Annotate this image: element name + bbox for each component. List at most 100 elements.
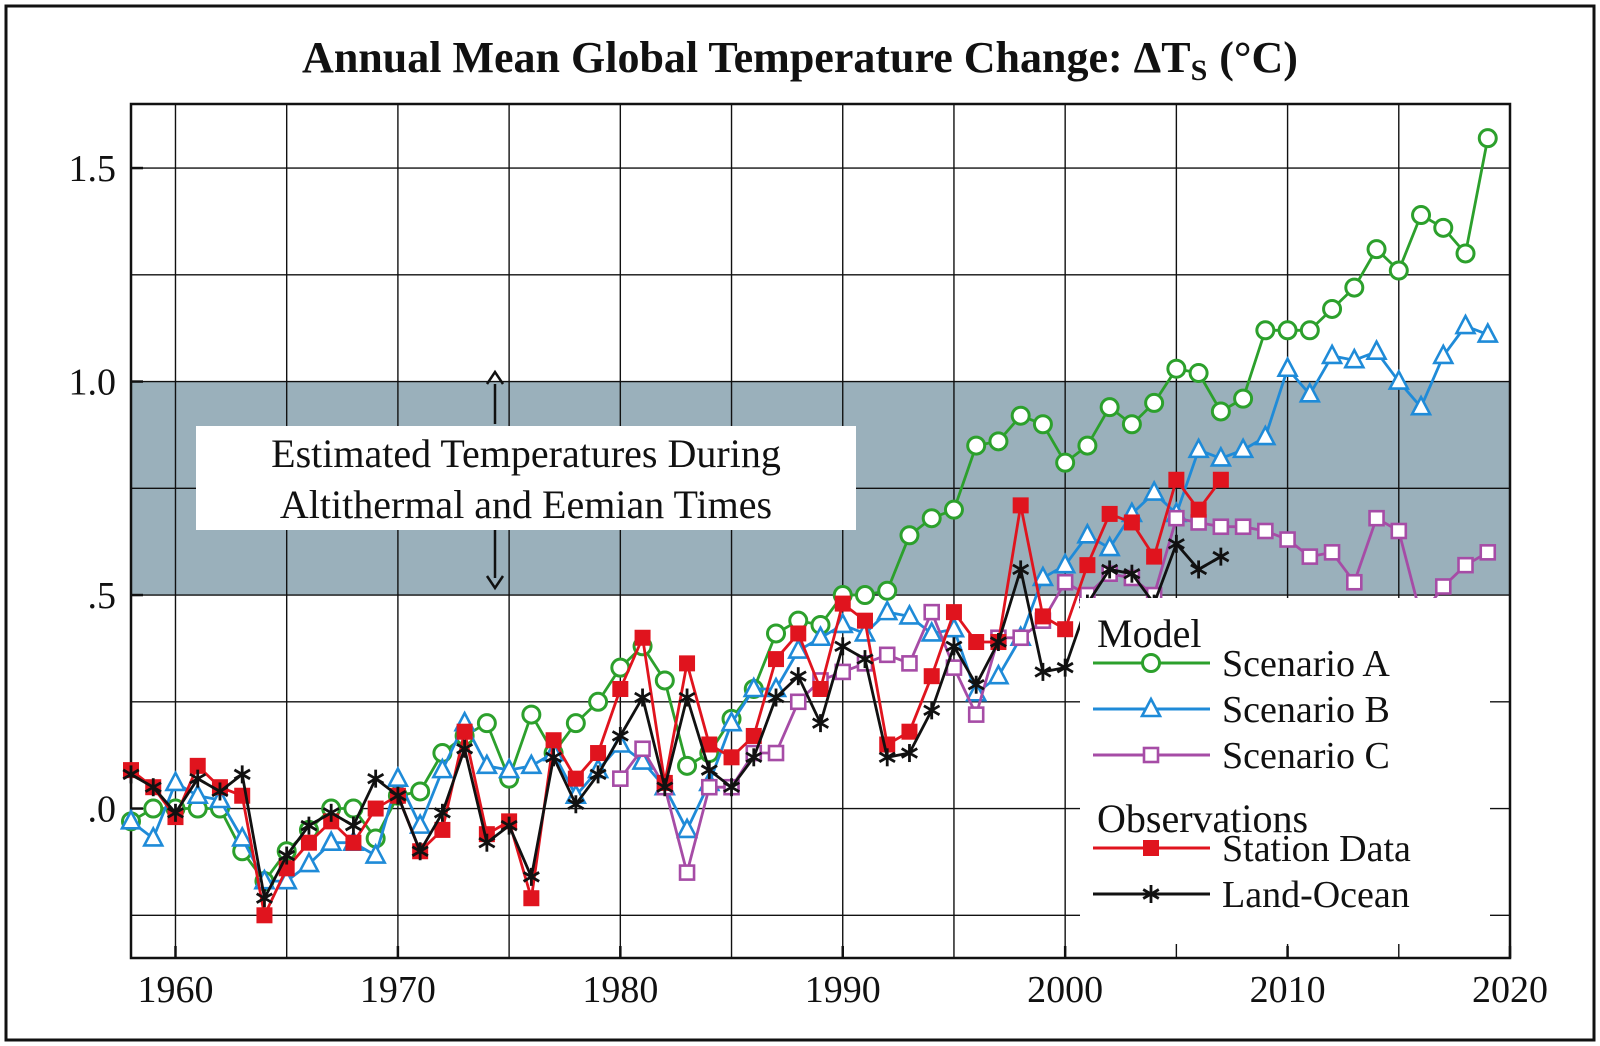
scenario-b-point [809,624,832,647]
land-ocean-point [1034,662,1052,681]
land-ocean-point [767,688,785,707]
land-ocean-point [500,816,518,835]
land-ocean-point [1212,547,1230,566]
land-ocean-point [1190,560,1208,579]
scenario-a-point [410,781,431,802]
scenario-a-point [1032,414,1053,435]
x-tick-label: 2000 [1027,969,1103,1011]
land-ocean-point [166,803,184,822]
scenario-b-point [1320,343,1344,365]
scenario-c-point [878,646,896,664]
asterisk-stroke [1142,888,1160,900]
station-data-point [434,821,451,838]
scenario-b-point [231,825,254,847]
scenario-b-point [164,770,187,792]
series-layer [119,128,1499,924]
scenario-c-point [1012,629,1029,647]
land-ocean-point [878,748,896,767]
station-data-point [679,655,696,672]
scenario-b-point [720,710,743,732]
asterisk-stroke [945,640,963,653]
x-tick-label: 1960 [137,969,213,1011]
series-land-ocean [122,534,1230,908]
station-data-point [590,745,607,762]
land-ocean-point [967,675,985,694]
station-data-point [545,732,562,749]
land-ocean-point [1056,658,1074,677]
scenario-a-point [877,580,898,601]
scenario-a-point [899,525,920,546]
scenario-c-point [1390,522,1408,540]
scenario-c-point [901,655,918,672]
land-ocean-point [189,769,207,788]
scenario-b-point [920,620,943,642]
scenario-a-point [1411,205,1432,226]
asterisk-stroke [411,845,429,857]
land-ocean-point [411,842,429,861]
station-data-point [1168,471,1185,488]
scenario-c-point [700,778,718,796]
asterisk-stroke [545,751,563,764]
scenario-a-point [1277,320,1298,341]
station-data-point [612,680,629,697]
scenario-a-point [1255,320,1276,341]
asterisk-stroke [189,772,207,785]
axes: 1960 1970 1980 1990 2000 2010 2020 .0 .5 1.0 1.5 [69,102,1548,1011]
scenario-c-point [789,693,807,711]
land-ocean-point [456,739,474,758]
station-data-point [812,680,829,697]
land-ocean-point [322,803,340,822]
station-data-point [567,770,584,787]
band-arrow-up-head [485,369,505,385]
scenario-a-point [143,798,164,819]
asterisk-stroke [1167,538,1185,550]
scenario-c-point [1257,522,1274,540]
scenario-c-point [1301,548,1319,565]
scenario-b-point [1098,535,1121,557]
station-data-point [523,890,540,907]
asterisk-stroke [122,768,140,781]
scenario-a-point [1322,298,1343,319]
legend-label: Scenario A [1222,643,1390,685]
scenario-a-point [943,499,964,520]
land-ocean-point [989,633,1007,652]
land-ocean-point [634,688,652,707]
asterisk-stroke [900,747,918,759]
station-data-point [1012,497,1029,514]
scenario-b-point [497,757,521,779]
scenario-a-point [654,670,675,691]
station-data-point [1034,608,1051,625]
asterisk-stroke [1190,563,1208,576]
land-ocean-point [945,637,963,656]
land-ocean-point [122,765,140,784]
asterisk-stroke [367,772,385,785]
scenario-c-point [1457,556,1474,574]
station-data-point [1212,471,1229,488]
asterisk-stroke [989,636,1007,648]
asterisk-stroke [1034,666,1052,678]
scenario-a-point [988,431,1009,452]
land-ocean-point [567,795,585,814]
station-data-point [1190,501,1207,518]
scenario-c-point [923,603,941,621]
scenario-b-point [1298,381,1321,403]
scenario-b-point [320,829,343,852]
asterisk-stroke [678,691,696,704]
legend-model-heading: Model [1097,611,1201,656]
station-data-point [256,907,273,924]
station-data-point [1079,557,1096,574]
asterisk-stroke [344,819,362,832]
land-ocean-point [255,889,273,908]
land-ocean-point [656,778,674,797]
scenario-a-point [476,713,497,734]
land-ocean-point [789,667,807,686]
scenario-c-point [1056,573,1074,591]
scenario-c-line [619,516,1489,874]
scenario-c-point [767,744,785,762]
scenario-a-point [966,435,987,456]
land-ocean-point [478,833,496,852]
scenario-b-point [1231,437,1255,459]
asterisk-stroke [589,768,607,781]
land-ocean-point [300,816,318,835]
